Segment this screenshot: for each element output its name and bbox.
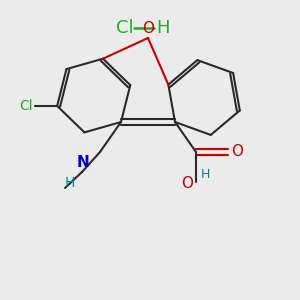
Text: O: O xyxy=(231,145,243,160)
Text: N: N xyxy=(76,155,89,170)
Text: Cl: Cl xyxy=(116,19,134,37)
Text: H: H xyxy=(156,19,169,37)
Text: Cl: Cl xyxy=(20,99,33,113)
Text: O: O xyxy=(181,176,193,190)
Text: H: H xyxy=(201,167,210,181)
Text: H: H xyxy=(65,176,75,190)
Text: O: O xyxy=(142,21,154,36)
